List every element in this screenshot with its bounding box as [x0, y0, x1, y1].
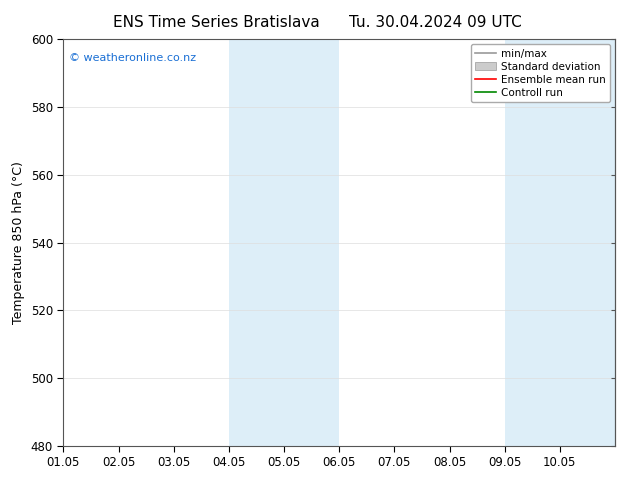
Bar: [505, 39, 615, 446]
Text: ENS Time Series Bratislava      Tu. 30.04.2024 09 UTC: ENS Time Series Bratislava Tu. 30.04.202…: [113, 15, 521, 30]
Legend: min/max, Standard deviation, Ensemble mean run, Controll run: min/max, Standard deviation, Ensemble me…: [470, 45, 610, 102]
Text: © weatheronline.co.nz: © weatheronline.co.nz: [69, 53, 196, 63]
Bar: [229, 39, 339, 446]
Y-axis label: Temperature 850 hPa (°C): Temperature 850 hPa (°C): [12, 161, 25, 324]
